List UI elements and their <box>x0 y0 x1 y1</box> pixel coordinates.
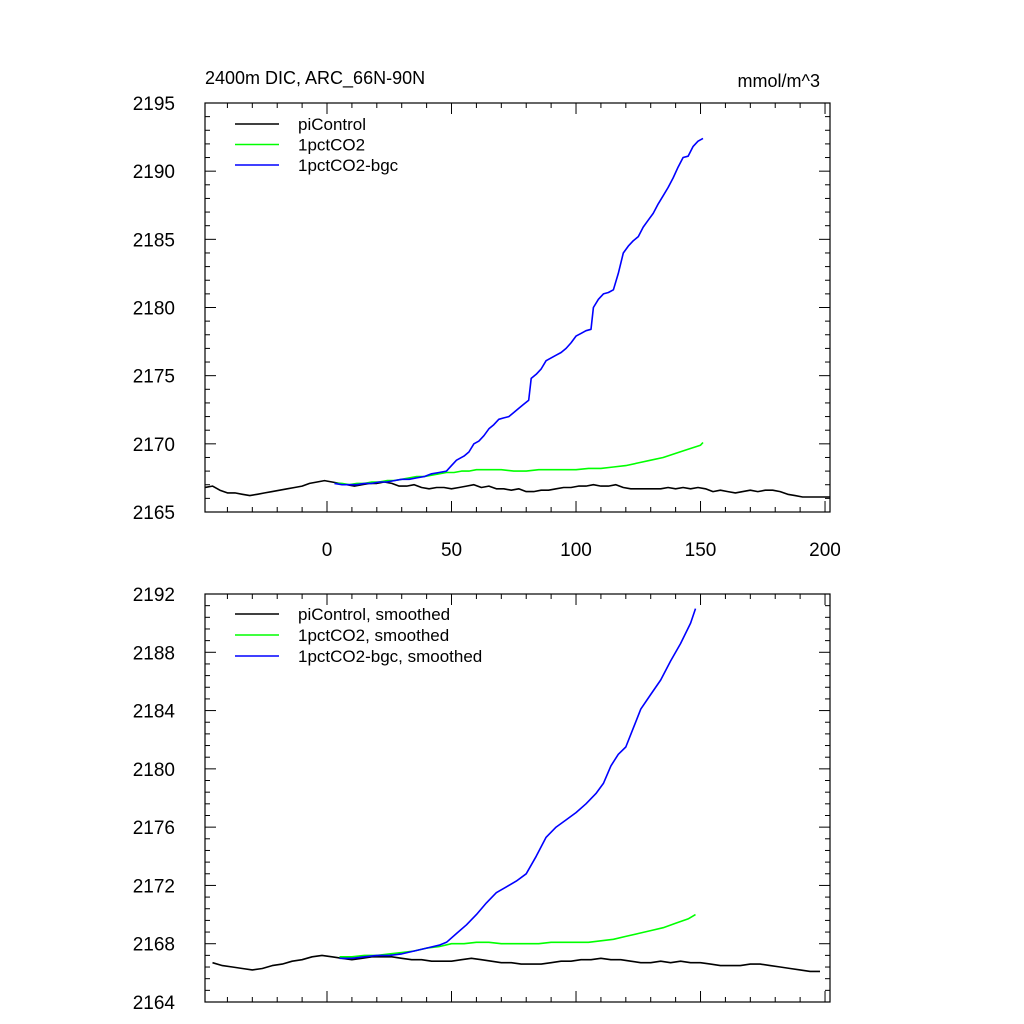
series-line-1pctco2-bgc <box>334 137 704 486</box>
legend-label: 1pctCO2, smoothed <box>298 626 449 645</box>
y-tick-label: 2184 <box>133 702 176 723</box>
series-line-1pctco2-smoothed <box>339 913 696 958</box>
x-tick-label: 200 <box>809 540 841 561</box>
legend-label: 1pctCO2-bgc <box>298 156 399 175</box>
y-tick-label: 2172 <box>133 876 175 897</box>
y-tick-label: 2176 <box>133 818 175 839</box>
chart-title: 2400m DIC, ARC_66N-90N <box>205 68 425 89</box>
series-line-picontrol <box>205 479 830 498</box>
y-tick-label: 2175 <box>133 367 175 388</box>
y-tick-label: 2188 <box>133 643 175 664</box>
legend-label: piControl <box>298 115 366 134</box>
y-tick-label: 2185 <box>133 230 175 251</box>
legend-label: 1pctCO2-bgc, smoothed <box>298 647 482 666</box>
legend: piControl, smoothed 1pctCO2, smoothed 1pct… <box>235 605 482 666</box>
y-tick-label: 2170 <box>133 435 175 456</box>
plot-frame <box>204 593 831 1003</box>
x-tick-label: 150 <box>685 540 717 561</box>
series-line-1pctco2 <box>334 441 704 486</box>
y-tick-label: 2190 <box>133 162 175 183</box>
legend-label: piControl, smoothed <box>298 605 450 624</box>
series-line-picontrol-smoothed <box>212 954 820 973</box>
legend-label: 1pctCO2 <box>298 136 365 155</box>
x-tick-label: 0 <box>322 540 333 561</box>
y-tick-label: 2168 <box>133 935 175 956</box>
y-tick-label: 2180 <box>133 299 175 320</box>
series-line-1pctco2-bgc-smoothed <box>339 608 697 960</box>
x-tick-label: 100 <box>560 540 592 561</box>
y-tick-label: 2165 <box>133 503 175 524</box>
top-chart: 2400m DIC, ARC_66N-90N mmol/m^3 0 50 100 15… <box>133 68 841 561</box>
y-tick-label: 2164 <box>133 993 176 1014</box>
y-tick-label: 2180 <box>133 760 175 781</box>
y-tick-label: 2192 <box>133 585 175 606</box>
y-tick-label: 2195 <box>133 94 175 115</box>
bottom-chart: 2164 2168 2172 2176 2180 2184 2188 2192 piContro… <box>133 585 831 1014</box>
units-label: mmol/m^3 <box>738 71 820 91</box>
x-tick-label: 50 <box>441 540 462 561</box>
